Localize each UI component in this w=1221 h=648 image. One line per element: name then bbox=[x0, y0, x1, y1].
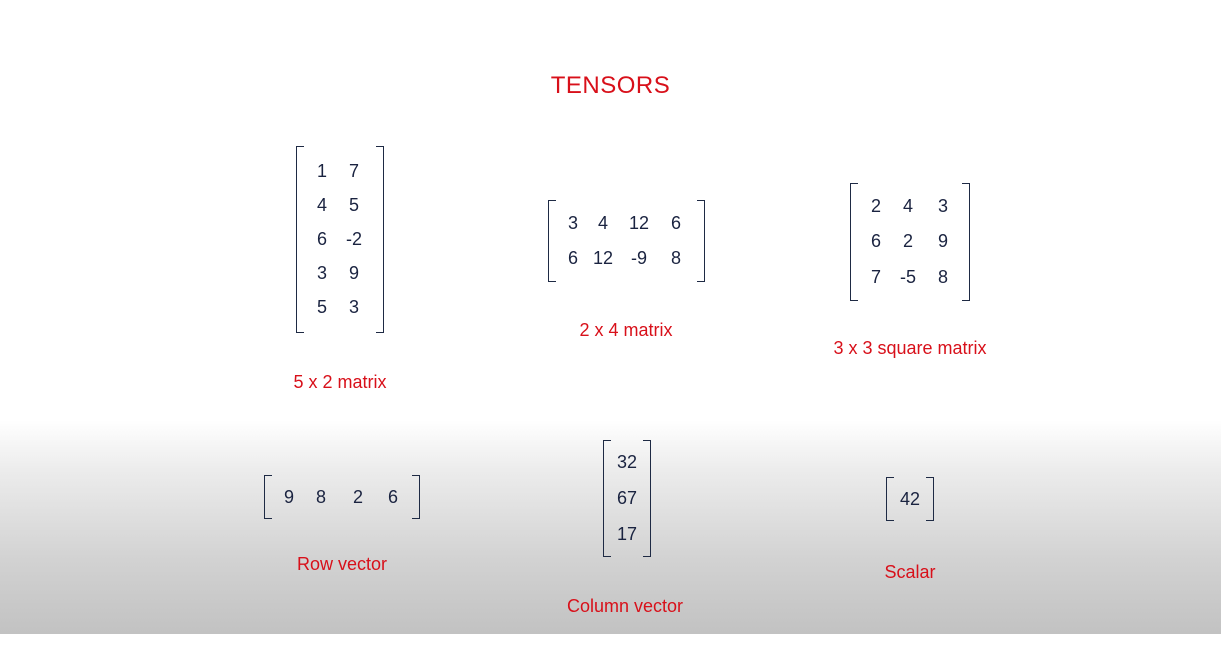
matrix-grid: 3 4 12 6 6 12 -9 8 bbox=[560, 206, 694, 276]
right-bracket bbox=[962, 183, 970, 301]
vector-cell: 67 bbox=[616, 487, 638, 508]
right-bracket bbox=[643, 440, 651, 557]
matrix-cell: 4 bbox=[902, 196, 913, 217]
scalar-grid: 42 bbox=[894, 479, 926, 519]
scalar-label: Scalar bbox=[884, 562, 936, 582]
matrix-5x2: 1 7 4 5 6 -2 3 9 5 3 bbox=[296, 146, 384, 333]
vector-cell: 2 bbox=[352, 486, 363, 507]
slide-title: TENSORS bbox=[550, 72, 671, 99]
matrix-cell: 2 bbox=[902, 231, 913, 252]
right-bracket bbox=[926, 477, 934, 521]
matrix-cell: 12 bbox=[592, 248, 614, 268]
matrix-cell: 3 bbox=[316, 263, 327, 284]
matrix-grid: 1 7 4 5 6 -2 3 9 5 3 bbox=[310, 154, 378, 325]
matrix-2x4-label: 2 x 4 matrix bbox=[579, 320, 673, 340]
column-vector: 32 67 17 bbox=[603, 440, 651, 557]
vector-cell: 17 bbox=[616, 524, 638, 545]
matrix-cell: 6 bbox=[870, 231, 881, 252]
vector-cell: 6 bbox=[387, 486, 398, 507]
matrix-cell: 1 bbox=[316, 160, 327, 181]
scalar: 42 bbox=[886, 477, 934, 521]
left-bracket bbox=[296, 146, 304, 333]
vector-grid: 9 8 2 6 bbox=[276, 477, 410, 517]
column-vector-label: Column vector bbox=[566, 596, 684, 616]
matrix-3x3-label: 3 x 3 square matrix bbox=[833, 338, 987, 358]
matrix-cell: 2 bbox=[870, 196, 881, 217]
right-bracket bbox=[412, 475, 420, 519]
scalar-cell: 42 bbox=[899, 488, 921, 509]
row-vector: 9 8 2 6 bbox=[264, 475, 420, 519]
left-bracket bbox=[850, 183, 858, 301]
matrix-cell: 12 bbox=[628, 213, 650, 233]
matrix-cell: -5 bbox=[899, 266, 916, 287]
matrix-cell: 6 bbox=[670, 213, 681, 233]
right-bracket bbox=[376, 146, 384, 333]
matrix-grid: 2 4 3 6 2 9 7 -5 8 bbox=[862, 189, 960, 295]
left-bracket bbox=[548, 200, 556, 282]
left-bracket bbox=[603, 440, 611, 557]
matrix-cell: 6 bbox=[567, 248, 578, 268]
matrix-cell: 3 bbox=[348, 297, 359, 318]
left-bracket bbox=[264, 475, 272, 519]
matrix-cell: 8 bbox=[670, 248, 681, 268]
vector-cell: 32 bbox=[616, 451, 638, 472]
matrix-cell: 5 bbox=[316, 297, 327, 318]
matrix-2x4: 3 4 12 6 6 12 -9 8 bbox=[548, 200, 705, 282]
vector-cell: 9 bbox=[283, 486, 294, 507]
matrix-cell: 8 bbox=[937, 266, 948, 287]
matrix-cell: 3 bbox=[937, 196, 948, 217]
matrix-5x2-label: 5 x 2 matrix bbox=[293, 372, 387, 392]
matrix-cell: 9 bbox=[348, 263, 359, 284]
matrix-3x3: 2 4 3 6 2 9 7 -5 8 bbox=[850, 183, 970, 301]
matrix-cell: 3 bbox=[567, 213, 578, 233]
matrix-cell: 7 bbox=[348, 160, 359, 181]
vector-grid: 32 67 17 bbox=[611, 444, 643, 553]
right-bracket bbox=[697, 200, 705, 282]
left-bracket bbox=[886, 477, 894, 521]
matrix-cell: 6 bbox=[316, 228, 327, 249]
slide-background bbox=[0, 0, 1221, 634]
matrix-cell: -9 bbox=[630, 248, 647, 268]
row-vector-label: Row vector bbox=[296, 554, 388, 574]
matrix-cell: 7 bbox=[870, 266, 881, 287]
matrix-cell: 5 bbox=[348, 194, 359, 215]
bottom-strip bbox=[0, 634, 1221, 648]
matrix-cell: 4 bbox=[597, 213, 608, 233]
vector-cell: 8 bbox=[315, 486, 326, 507]
matrix-cell: -2 bbox=[345, 228, 362, 249]
matrix-cell: 9 bbox=[937, 231, 948, 252]
matrix-cell: 4 bbox=[316, 194, 327, 215]
